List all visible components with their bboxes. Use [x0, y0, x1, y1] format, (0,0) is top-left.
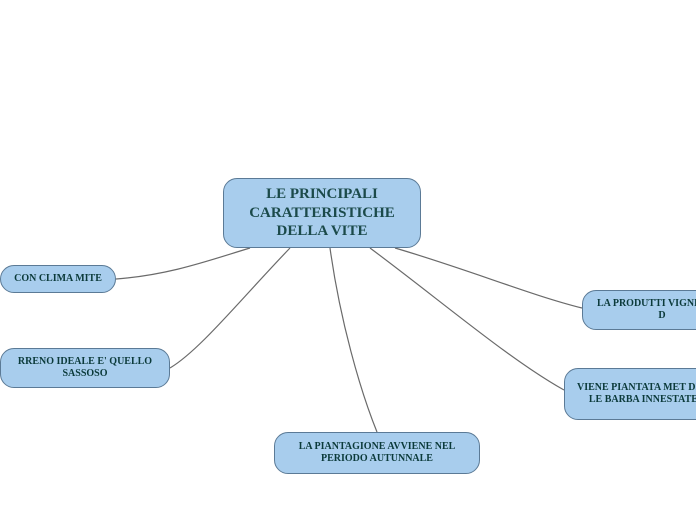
edge-produttiv	[395, 248, 582, 308]
edge-barbatelle	[370, 248, 564, 390]
edge-clima	[116, 248, 250, 279]
edge-piantagione	[330, 248, 377, 432]
node-terreno[interactable]: RRENO IDEALE E' QUELLO SASSOSO	[0, 348, 170, 388]
node-piantagione[interactable]: LA PIANTAGIONE AVVIENE NEL PERIODO AUTUN…	[274, 432, 480, 474]
node-produttiv[interactable]: LA PRODUTTI VIGNETO E' D	[582, 290, 696, 330]
node-barbatelle[interactable]: VIENE PIANTATA MET DIMORA LE BARBA INNES…	[564, 368, 696, 420]
edge-terreno	[170, 248, 290, 368]
node-clima[interactable]: CON CLIMA MITE	[0, 265, 116, 293]
central-node[interactable]: LE PRINCIPALI CARATTERISTICHE DELLA VITE	[223, 178, 421, 248]
